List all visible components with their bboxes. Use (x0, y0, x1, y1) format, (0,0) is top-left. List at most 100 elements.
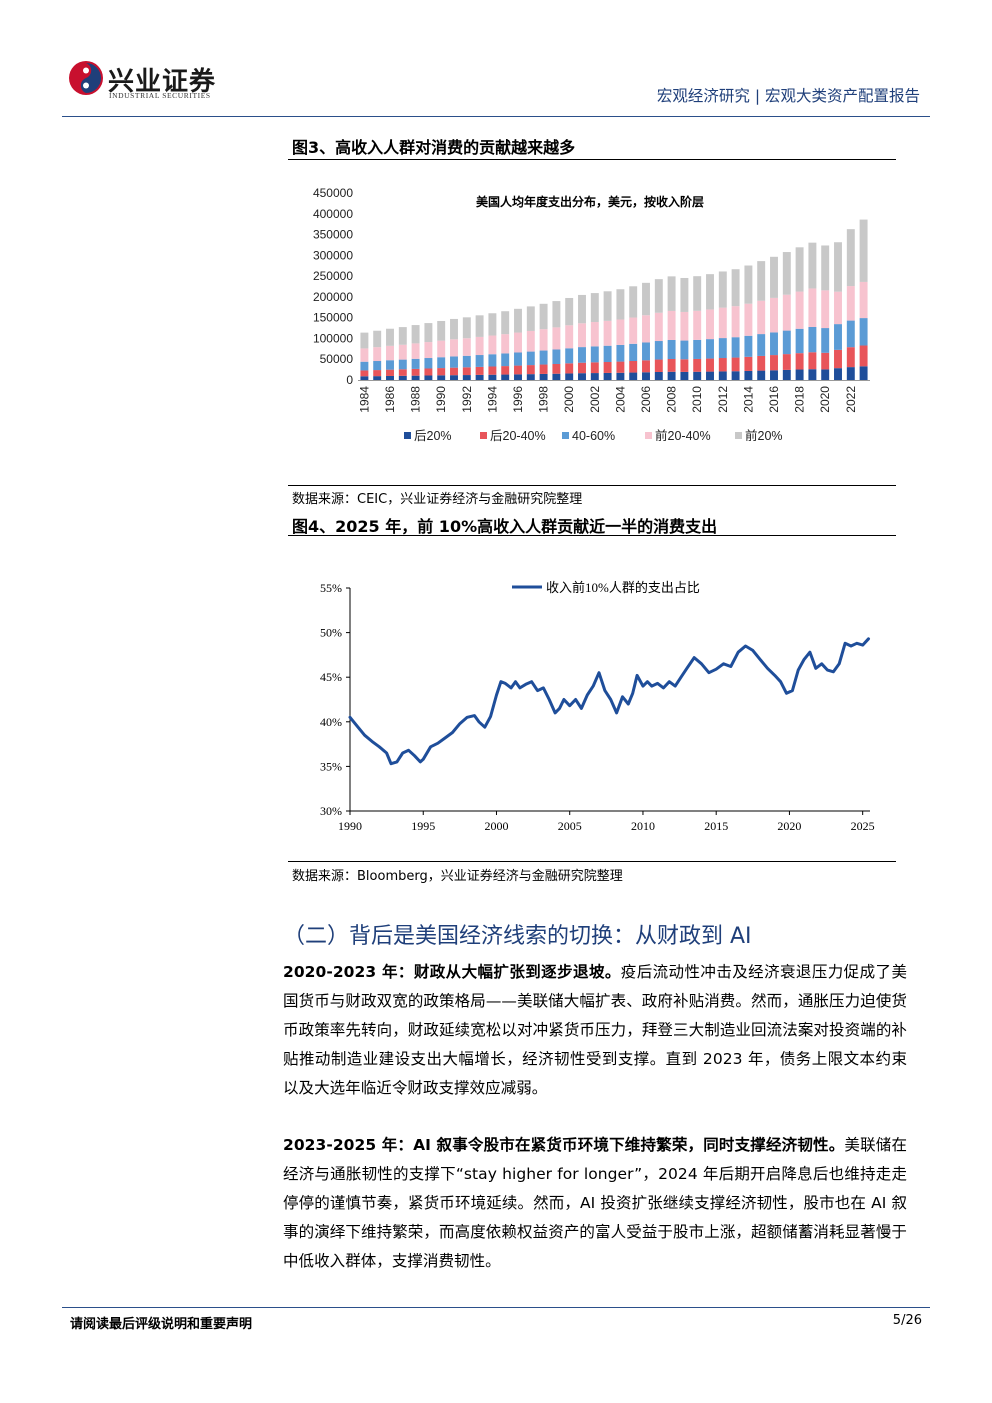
fig3-bar-segment (373, 347, 382, 362)
fig3-bar-segment (578, 362, 586, 374)
paragraph-2023-2025-body: 美联储在经济与通胀韧性的支撑下“stay higher for longer”，… (283, 1136, 907, 1270)
fig3-bar-segment (411, 325, 420, 344)
fig3-bar-segment (411, 358, 420, 369)
fig4-source: 数据来源：Bloomberg，兴业证券经济与金融研究院整理 (292, 869, 623, 884)
fig3-bar-segment (552, 327, 561, 350)
fig3-bar-segment (821, 352, 830, 370)
fig3-bar-segment (629, 372, 638, 380)
fig3-y-tick-label: 0 (346, 373, 353, 387)
fig4-x-tick-label: 2020 (777, 819, 801, 833)
fig3-bar-segment (488, 374, 497, 380)
fig3-bar-segment (770, 256, 778, 298)
fig3-bar-segment (629, 317, 638, 344)
fig3-x-tick-label: 1986 (383, 386, 397, 413)
fig3-bar-segment (859, 219, 868, 282)
fig4-title: 图4、2025 年，前 10%高收入人群贡献近一半的消费支出 (292, 517, 718, 536)
fig3-bar-segment (424, 342, 433, 359)
fig3-bar-segment (578, 347, 586, 363)
fig3-bar-segment (808, 326, 817, 353)
fig3-bar-segment (360, 376, 369, 380)
fig3-bar-segment (603, 345, 612, 363)
fig3-x-tick-label: 2010 (690, 386, 704, 413)
fig3-bar-segment (616, 319, 625, 345)
fig3-bar-segment (386, 375, 394, 380)
fig3-bar-segment (808, 369, 817, 380)
fig3-bar-segment (514, 365, 522, 375)
fig3-bar-segment (475, 336, 484, 356)
fig3-bar-segment (386, 345, 394, 361)
fig3-bar-segment (565, 373, 574, 380)
fig3-bar-segment (501, 353, 510, 367)
fig3-bar-segment (590, 362, 599, 374)
fig3-x-tick-label: 2000 (562, 386, 576, 413)
fig3-bar-segment (424, 323, 433, 343)
fig3-bar-segment (450, 367, 458, 376)
fig3-bar-segment (770, 370, 778, 380)
fig3-bar-segment (834, 242, 842, 292)
fig3-x-tick-label: 1994 (485, 386, 499, 413)
fig3-bar-segment (859, 366, 868, 380)
fig4-y-tick-label: 45% (320, 670, 342, 684)
fig3-bar-segment (795, 369, 804, 380)
fig3-bar-segment (654, 359, 663, 372)
logo-name-en: INDUSTRIAL SECURITIES (109, 91, 211, 100)
fig3-legend-swatch (480, 432, 487, 439)
fig3-bar-segment (616, 372, 625, 380)
fig3-bar-segment (680, 277, 689, 312)
fig3-bar-segment (411, 368, 420, 376)
fig3-bar-segment (373, 376, 382, 380)
fig3-bar-segment (834, 368, 842, 380)
fig3-x-tick-label: 1990 (434, 386, 448, 413)
fig4-top-rule (288, 535, 896, 536)
fig3-bar-segment (782, 369, 791, 380)
fig3-bar-segment (731, 269, 740, 307)
fig3-bar-segment (437, 320, 446, 341)
fig3-bar-segment (373, 330, 382, 348)
fig3-bar-segment (539, 303, 548, 330)
fig3-bar-segment (654, 371, 663, 380)
fig3-bar-segment (782, 252, 791, 295)
fig3-x-tick-label: 2012 (716, 386, 730, 413)
fig3-bar-segment (526, 374, 535, 380)
fig3-bar-segment (565, 297, 574, 326)
fig3-y-tick-label: 150000 (313, 311, 353, 325)
fig3-x-tick-label: 2014 (741, 386, 755, 413)
fig4-y-tick-label: 30% (320, 804, 342, 818)
fig3-legend-swatch (645, 432, 652, 439)
fig3-bar-segment (706, 371, 714, 380)
fig3-bar-segment (667, 339, 676, 360)
fig3-bar-segment (578, 323, 586, 348)
fig3-bar-segment (757, 261, 766, 301)
fig3-bar-segment (718, 307, 727, 339)
fig3-bar-segment (398, 359, 407, 370)
fig3-bar-segment (437, 357, 446, 369)
fig3-x-tick-label: 1984 (357, 386, 371, 413)
fig3-y-tick-label: 250000 (313, 269, 353, 283)
fig3-bar-segment (475, 355, 484, 367)
fig3-bar-segment (450, 339, 458, 357)
fig3-legend-label: 前20-40% (655, 428, 711, 443)
fig3-bar-segment (603, 372, 612, 380)
fig3-bar-segment (654, 312, 663, 342)
fig4-y-tick-label: 50% (320, 626, 342, 640)
fig3-bar-segment (501, 311, 510, 335)
fig3-legend-swatch (735, 432, 742, 439)
fig3-bar-segment (450, 318, 458, 340)
fig4-line-chart: 30% 35% 40% 45% 50% 55% 1990 1995 2000 2005 2010 20… (320, 580, 875, 833)
fig3-bar-segment (552, 373, 561, 380)
fig3-x-tick-label: 2002 (588, 386, 602, 413)
fig3-bar-segment (501, 366, 510, 375)
fig3-bar-segment (398, 327, 407, 345)
fig3-bar-segment (565, 363, 574, 374)
fig3-bar-segment (706, 274, 714, 310)
fig3-bar-segment (411, 375, 420, 380)
fig3-x-tick-label: 2016 (767, 386, 781, 413)
paragraph-2020-2023-body: 疫后流动性冲击及经济衰退压力促成了美国货币与财政双宽的政策格局——美联储大幅扩表… (283, 963, 907, 1097)
fig3-bottom-rule (288, 485, 896, 486)
fig3-bar-segment (821, 245, 830, 291)
fig3-bar-segment (373, 361, 382, 371)
fig3-bar-segment (424, 358, 433, 369)
fig4-y-tick-label: 35% (320, 759, 342, 773)
fig3-bar-segment (718, 371, 727, 380)
fig3-bar-segment (539, 350, 548, 365)
